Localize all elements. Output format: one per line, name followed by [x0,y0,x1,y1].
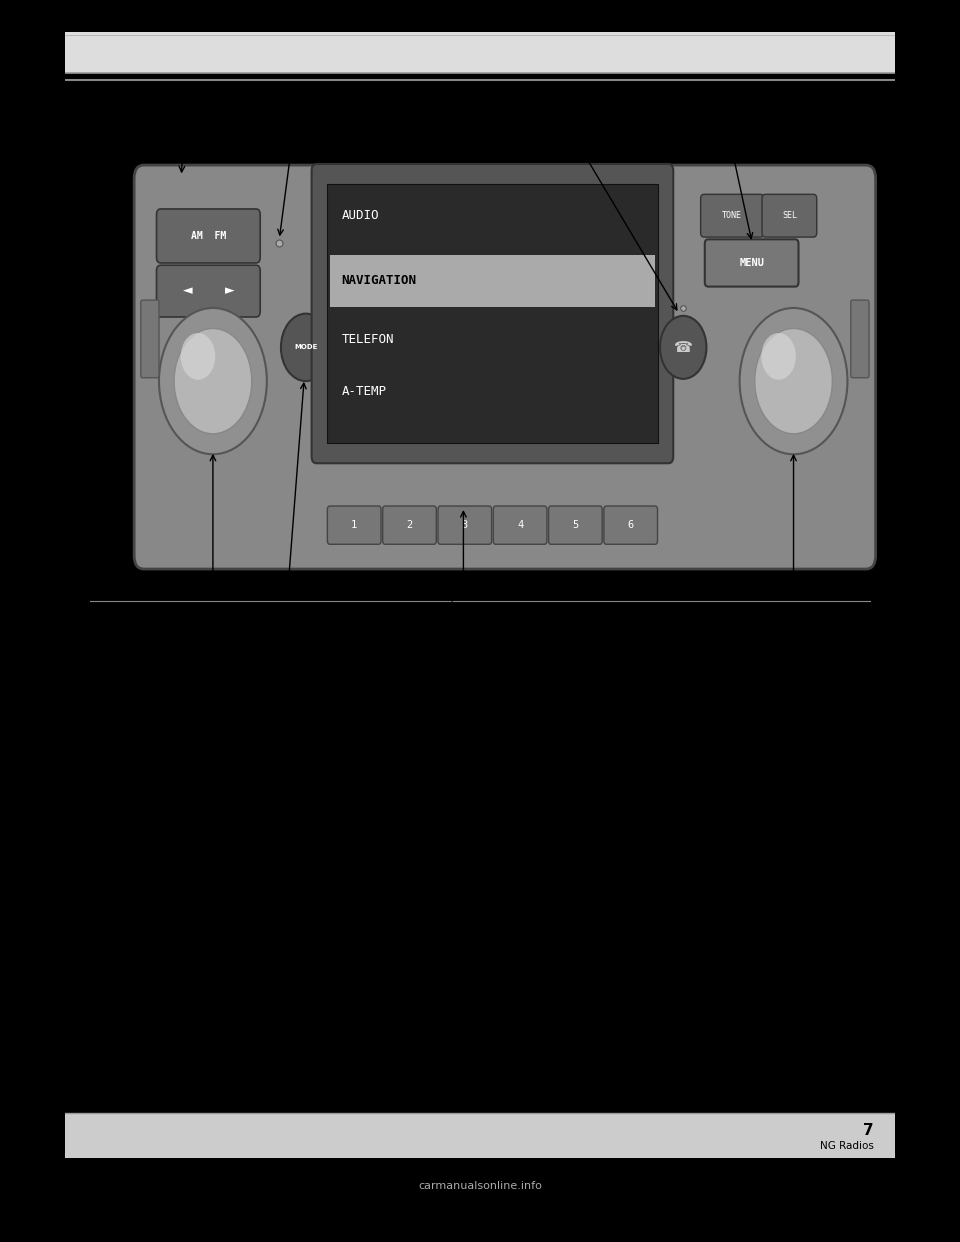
Text: carmanualsonline.info: carmanualsonline.info [418,1181,542,1191]
Text: NG Radios: NG Radios [820,1141,874,1151]
Text: switches between radio and CD operation: switches between radio and CD operation [264,591,497,601]
Text: 4: 4 [517,520,523,530]
Circle shape [739,308,848,455]
FancyBboxPatch shape [65,32,895,73]
Text: used to begin or end a call: used to begin or end a call [433,124,582,134]
Text: MENU: MENU [739,258,764,268]
Text: play signals.   The screen display is monochrome only.: play signals. The screen display is mono… [119,775,441,787]
Text: NAVIGATION: NAVIGATION [342,274,417,287]
Text: Photocell Sensor-: Photocell Sensor- [204,107,314,117]
Text: 3: 3 [462,520,468,530]
FancyBboxPatch shape [762,194,817,237]
FancyBboxPatch shape [383,505,436,544]
FancyBboxPatch shape [330,255,655,307]
Text: navigation computer and transmitted to the MIR via the “Navigation” Bus.  If the: navigation computer and transmitted to t… [119,703,655,715]
Text: Mode Button-: Mode Button- [197,591,281,601]
Text: SEL: SEL [781,211,797,220]
Text: 6: 6 [628,520,634,530]
Text: Audio Mixing: Audio Mixing [119,898,217,910]
Circle shape [281,313,330,381]
Text: Audio mixing allows the vehicle passengers to listen to navigation instructions : Audio mixing allows the vehicle passenge… [119,935,634,948]
Text: ☎: ☎ [674,340,693,355]
FancyBboxPatch shape [493,505,547,544]
Text: muting the radio or CD player.: muting the radio or CD player. [119,971,300,984]
FancyBboxPatch shape [851,301,869,378]
FancyBboxPatch shape [604,505,658,544]
Text: radio/CD: radio/CD [435,575,484,585]
Text: used to control: used to control [667,573,751,582]
Text: Menu Button-: Menu Button- [542,88,627,98]
Text: AUDIO: AUDIO [342,209,379,222]
Text: Every time the MIR is switched on it looks to see if a navigation computer is in: Every time the MIR is switched on it loo… [119,631,649,643]
Text: The navigation elements of the MIR will be discussed in the MK3 module.: The navigation elements of the MIR will … [119,836,606,848]
Text: Telephone Send/End-: Telephone Send/End- [326,124,458,134]
Text: A-TEMP: A-TEMP [342,385,387,397]
Circle shape [755,328,832,433]
Text: TELEFON: TELEFON [342,333,394,347]
Circle shape [159,308,267,455]
FancyBboxPatch shape [65,1113,895,1158]
Circle shape [174,328,252,433]
Text: operation of systems in display: operation of systems in display [596,589,770,600]
Text: Left Knob-: Left Knob- [119,573,184,582]
Text: recalls main menu for display: recalls main menu for display [609,88,774,98]
Text: Outside temperature is the only on-board computer display possible for the Z8.: Outside temperature is the only on-board… [119,1094,590,1108]
FancyBboxPatch shape [312,164,673,463]
Text: ◄: ◄ [182,284,192,298]
Text: 1: 1 [351,520,357,530]
FancyBboxPatch shape [141,301,159,378]
FancyBboxPatch shape [705,240,799,287]
Text: Station Keys-: Station Keys- [364,575,447,585]
FancyBboxPatch shape [156,266,260,317]
FancyBboxPatch shape [438,505,492,544]
Text: TONE: TONE [722,211,742,220]
FancyBboxPatch shape [327,505,381,544]
Text: ►: ► [225,284,234,298]
Circle shape [660,315,707,379]
Text: 2: 2 [406,520,413,530]
Text: On-Board Computer Functions: On-Board Computer Functions [119,1057,346,1071]
Text: displays the correct menu options.  Text and symbols on the display are generate: displays the correct menu options. Text … [119,667,651,679]
Text: radio volume control: radio volume control [176,573,291,582]
Circle shape [761,333,796,380]
Text: not detect that a navigation computer is connected, the MIR itself will generate: not detect that a navigation computer is… [119,739,666,751]
Text: Station Search Button: Station Search Button [119,83,257,93]
FancyBboxPatch shape [326,184,659,443]
Text: 5: 5 [572,520,579,530]
Circle shape [180,333,215,380]
FancyBboxPatch shape [701,194,763,237]
Text: AM  FM: AM FM [191,231,226,241]
Text: MODE: MODE [294,344,318,350]
FancyBboxPatch shape [548,505,602,544]
Text: Control Knob-: Control Knob- [596,573,683,582]
Text: 7: 7 [863,1123,874,1138]
FancyBboxPatch shape [134,165,876,569]
FancyBboxPatch shape [156,209,260,263]
Text: used to control display backlight: used to control display backlight [299,107,480,117]
